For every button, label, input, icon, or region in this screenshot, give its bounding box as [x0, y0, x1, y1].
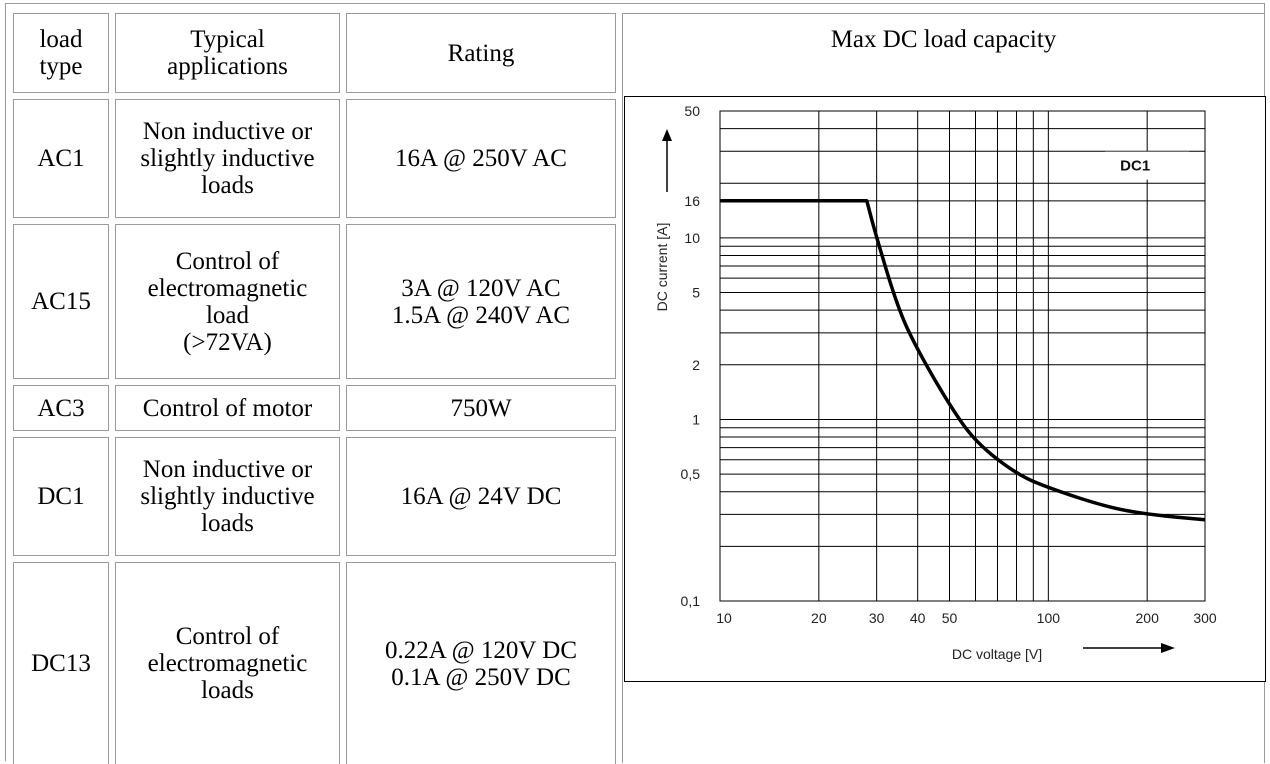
series-line-dc1 [720, 199, 1206, 522]
row-ac3-load-type: AC3 [13, 385, 109, 431]
dc-load-capacity-chart: 0,1 0,5 1 2 5 10 16 50 10 20 30 40 50 100 200 300 DC1 DC … [624, 96, 1266, 682]
row-dc1-rating: 16A @ 24V DC [346, 437, 616, 556]
row-ac15-application: Control of electromagnetic load (>72VA) [115, 224, 340, 379]
y-axis-arrow-head [662, 129, 672, 141]
load-type-cell: DC13 [31, 650, 91, 677]
y-tick-label: 0,1 [681, 593, 701, 609]
dc-load-capacity-chart-svg: 0,1 0,5 1 2 5 10 16 50 10 20 30 40 50 100 200 300 DC1 DC … [654, 103, 1217, 662]
header-typical-applications-text: Typical applications [167, 26, 288, 80]
application-cell: Non inductive or slightly inductive load… [140, 456, 315, 537]
row-ac1-application: Non inductive or slightly inductive load… [115, 99, 340, 218]
row-ac3-application: Control of motor [115, 385, 340, 431]
x-tick-label: 20 [811, 610, 827, 626]
row-dc1-load-type: DC1 [13, 437, 109, 556]
y-tick-label: 2 [692, 357, 700, 373]
y-tick-label: 0,5 [681, 466, 701, 482]
rating-cell: 750W [450, 394, 512, 422]
x-tick-label: 100 [1037, 610, 1061, 626]
row-ac15-load-type: AC15 [13, 224, 109, 379]
x-axis-label: DC voltage [V] [952, 646, 1042, 662]
row-ac15-rating: 3A @ 120V AC 1.5A @ 240V AC [346, 224, 616, 379]
rating-cell: 16A @ 250V AC [395, 145, 567, 172]
application-cell: Control of electromagnetic loads [147, 623, 308, 704]
y-tick-label: 1 [692, 411, 700, 427]
y-tick-label: 50 [684, 103, 700, 119]
x-tick-label: 200 [1136, 610, 1160, 626]
dc1-label-bg [1105, 151, 1190, 180]
y-tick-label: 5 [692, 285, 700, 301]
rating-cell: 3A @ 120V AC 1.5A @ 240V AC [391, 274, 571, 329]
application-cell: Control of electromagnetic load (>72VA) [147, 247, 308, 356]
header-typical-applications: Typical applications [115, 13, 340, 93]
header-load-type: load type [13, 13, 109, 93]
load-type-cell: AC1 [37, 145, 85, 172]
y-tick-label: 10 [684, 230, 700, 246]
x-tick-label: 300 [1193, 610, 1217, 626]
application-cell: Non inductive or slightly inductive load… [140, 118, 315, 199]
row-ac1-load-type: AC1 [13, 99, 109, 218]
dc1-annotation: DC1 [1120, 158, 1150, 175]
rating-cell: 0.22A @ 120V DC 0.1A @ 250V DC [384, 636, 578, 691]
row-dc13-application: Control of electromagnetic loads [115, 562, 340, 764]
header-rating: Rating [346, 13, 616, 93]
load-type-cell: DC1 [37, 483, 85, 510]
row-dc13-load-type: DC13 [13, 562, 109, 764]
x-tick-label: 40 [910, 610, 926, 626]
y-axis-label: DC current [A] [654, 223, 670, 312]
row-ac1-rating: 16A @ 250V AC [346, 99, 616, 218]
header-rating-text: Rating [447, 39, 515, 67]
x-tick-label: 50 [942, 610, 958, 626]
row-dc1-application: Non inductive or slightly inductive load… [115, 437, 340, 556]
chart-title: Max DC load capacity [830, 26, 1057, 53]
header-load-type-text: load type [39, 26, 83, 80]
row-dc13-rating: 0.22A @ 120V DC 0.1A @ 250V DC [346, 562, 616, 764]
row-ac3-rating: 750W [346, 385, 616, 431]
rating-cell: 16A @ 24V DC [400, 483, 562, 510]
load-type-cell: AC15 [31, 288, 91, 315]
plot-frame [719, 110, 1206, 602]
x-axis-arrow-head [1161, 643, 1175, 653]
application-cell: Control of motor [142, 394, 313, 422]
x-tick-label: 10 [716, 610, 732, 626]
y-tick-label: 16 [684, 193, 700, 209]
load-type-cell: AC3 [37, 394, 85, 422]
x-tick-label: 30 [869, 610, 885, 626]
